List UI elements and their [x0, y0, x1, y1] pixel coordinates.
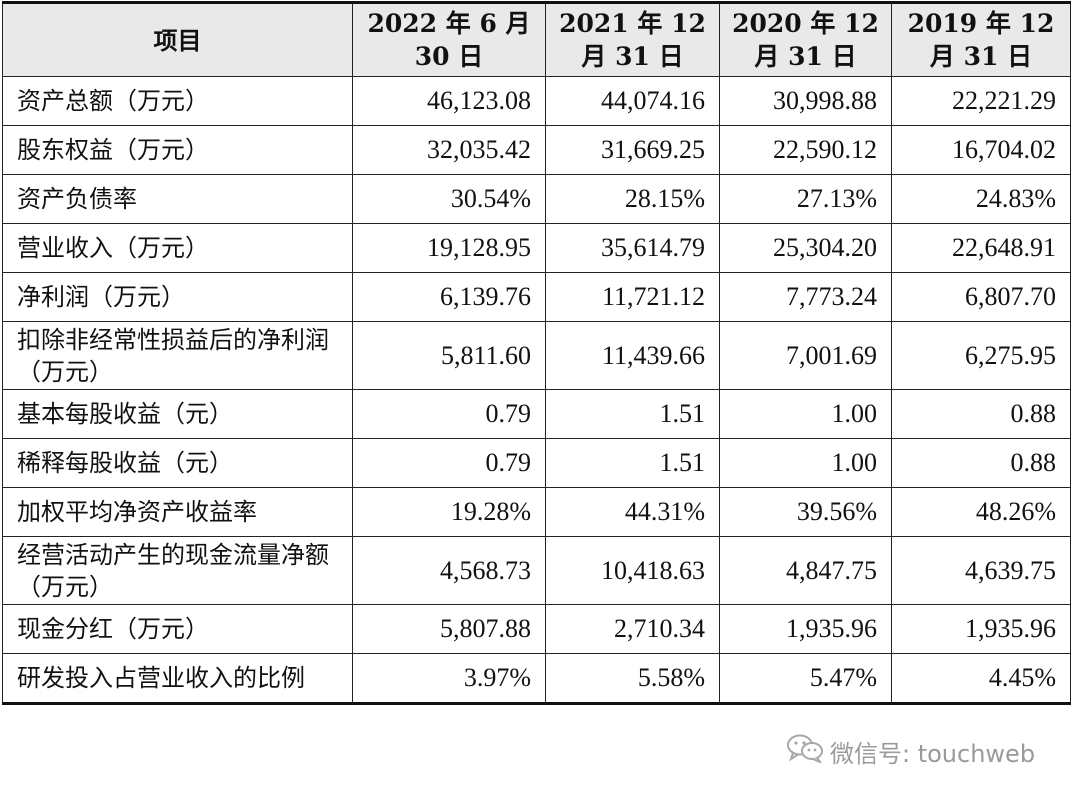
cell-value: 22,648.91: [891, 223, 1071, 273]
cell-value: 44.31%: [545, 487, 720, 537]
table-row: 股东权益（万元） 32,035.42 31,669.25 22,590.12 1…: [2, 125, 1071, 175]
table-row: 营业收入（万元） 19,128.95 35,614.79 25,304.20 2…: [2, 223, 1071, 273]
cell-value: 19,128.95: [352, 223, 546, 273]
cell-value: 6,139.76: [352, 272, 546, 322]
cell-value: 10,418.63: [545, 536, 720, 605]
cell-value: 6,807.70: [891, 272, 1071, 322]
cell-value: 1.51: [545, 389, 720, 439]
cell-value: 11,721.12: [545, 272, 720, 322]
cell-value: 46,123.08: [352, 76, 546, 126]
cell-value: 24.83%: [891, 174, 1071, 224]
cell-value: 5.58%: [545, 653, 720, 705]
header-2021-12-31: 2021 年 12 月 31 日: [545, 2, 720, 77]
cell-value: 5.47%: [719, 653, 892, 705]
table-row: 现金分红（万元） 5,807.88 2,710.34 1,935.96 1,93…: [2, 604, 1071, 654]
cell-value: 1.51: [545, 438, 720, 488]
row-label: 基本每股收益（元）: [2, 389, 353, 439]
header-2019-12-31: 2019 年 12 月 31 日: [891, 2, 1071, 77]
cell-value: 7,001.69: [719, 321, 892, 390]
cell-value: 7,773.24: [719, 272, 892, 322]
row-label: 净利润（万元）: [2, 272, 353, 322]
table-row: 加权平均净资产收益率 19.28% 44.31% 39.56% 48.26%: [2, 487, 1071, 537]
table-row: 净利润（万元） 6,139.76 11,721.12 7,773.24 6,80…: [2, 272, 1071, 322]
wechat-watermark: 微信号: touchweb: [786, 733, 1035, 769]
row-label: 现金分红（万元）: [2, 604, 353, 654]
watermark-text: 微信号: touchweb: [830, 739, 1036, 768]
cell-value: 48.26%: [891, 487, 1071, 537]
cell-value: 4.45%: [891, 653, 1071, 705]
header-2020-12-31: 2020 年 12 月 31 日: [719, 2, 892, 77]
cell-value: 39.56%: [719, 487, 892, 537]
cell-value: 0.79: [352, 389, 546, 439]
header-line-1: 2021 年 12: [559, 9, 706, 38]
cell-value: 0.88: [891, 389, 1071, 439]
cell-value: 2,710.34: [545, 604, 720, 654]
table-row: 扣除非经常性损益后的净利润（万元） 5,811.60 11,439.66 7,0…: [2, 321, 1071, 390]
cell-value: 28.15%: [545, 174, 720, 224]
row-label: 营业收入（万元）: [2, 223, 353, 273]
financial-summary-table: 项目 2022 年 6 月 30 日 2021 年 12 月 31 日 2020…: [2, 1, 1071, 705]
cell-value: 11,439.66: [545, 321, 720, 390]
header-row: 项目 2022 年 6 月 30 日 2021 年 12 月 31 日 2020…: [2, 2, 1071, 77]
cell-value: 44,074.16: [545, 76, 720, 126]
cell-value: 35,614.79: [545, 223, 720, 273]
row-label: 经营活动产生的现金流量净额（万元）: [2, 536, 353, 605]
cell-value: 0.88: [891, 438, 1071, 488]
header-line-1: 2022 年 6 月: [367, 9, 531, 38]
table-row: 资产总额（万元） 46,123.08 44,074.16 30,998.88 2…: [2, 76, 1071, 126]
row-label: 加权平均净资产收益率: [2, 487, 353, 537]
cell-value: 1,935.96: [891, 604, 1071, 654]
header-line-2: 月 31 日: [929, 42, 1033, 71]
cell-value: 16,704.02: [891, 125, 1071, 175]
table-row: 稀释每股收益（元） 0.79 1.51 1.00 0.88: [2, 438, 1071, 488]
table-row: 经营活动产生的现金流量净额（万元） 4,568.73 10,418.63 4,8…: [2, 536, 1071, 605]
header-line-2: 月 31 日: [581, 42, 684, 71]
row-label: 资产总额（万元）: [2, 76, 353, 126]
row-label: 资产负债率: [2, 174, 353, 224]
cell-value: 5,807.88: [352, 604, 546, 654]
cell-value: 30,998.88: [719, 76, 892, 126]
table-row: 基本每股收益（元） 0.79 1.51 1.00 0.88: [2, 389, 1071, 439]
cell-value: 1,935.96: [719, 604, 892, 654]
header-item: 项目: [2, 2, 353, 77]
cell-value: 31,669.25: [545, 125, 720, 175]
cell-value: 1.00: [719, 438, 892, 488]
cell-value: 4,568.73: [352, 536, 546, 605]
cell-value: 22,221.29: [891, 76, 1071, 126]
header-line-1: 2020 年 12: [732, 9, 879, 38]
row-label: 研发投入占营业收入的比例: [2, 653, 353, 705]
cell-value: 19.28%: [352, 487, 546, 537]
cell-value: 4,847.75: [719, 536, 892, 605]
table-row: 研发投入占营业收入的比例 3.97% 5.58% 5.47% 4.45%: [2, 653, 1071, 705]
table-row: 资产负债率 30.54% 28.15% 27.13% 24.83%: [2, 174, 1071, 224]
cell-value: 27.13%: [719, 174, 892, 224]
cell-value: 3.97%: [352, 653, 546, 705]
cell-value: 30.54%: [352, 174, 546, 224]
cell-value: 1.00: [719, 389, 892, 439]
cell-value: 5,811.60: [352, 321, 546, 390]
cell-value: 22,590.12: [719, 125, 892, 175]
financial-summary-table-container: 项目 2022 年 6 月 30 日 2021 年 12 月 31 日 2020…: [2, 1, 1071, 705]
header-line-2: 月 31 日: [754, 42, 857, 71]
cell-value: 4,639.75: [891, 536, 1071, 605]
header-item-label: 项目: [153, 25, 202, 55]
header-2022-06-30: 2022 年 6 月 30 日: [352, 2, 546, 77]
wechat-icon: [786, 733, 830, 769]
row-label: 股东权益（万元）: [2, 125, 353, 175]
cell-value: 0.79: [352, 438, 546, 488]
cell-value: 6,275.95: [891, 321, 1071, 390]
header-line-1: 2019 年 12: [907, 9, 1055, 38]
cell-value: 32,035.42: [352, 125, 546, 175]
row-label: 稀释每股收益（元）: [2, 438, 353, 488]
cell-value: 25,304.20: [719, 223, 892, 273]
row-label: 扣除非经常性损益后的净利润（万元）: [2, 321, 353, 390]
header-line-2: 30 日: [414, 42, 484, 71]
